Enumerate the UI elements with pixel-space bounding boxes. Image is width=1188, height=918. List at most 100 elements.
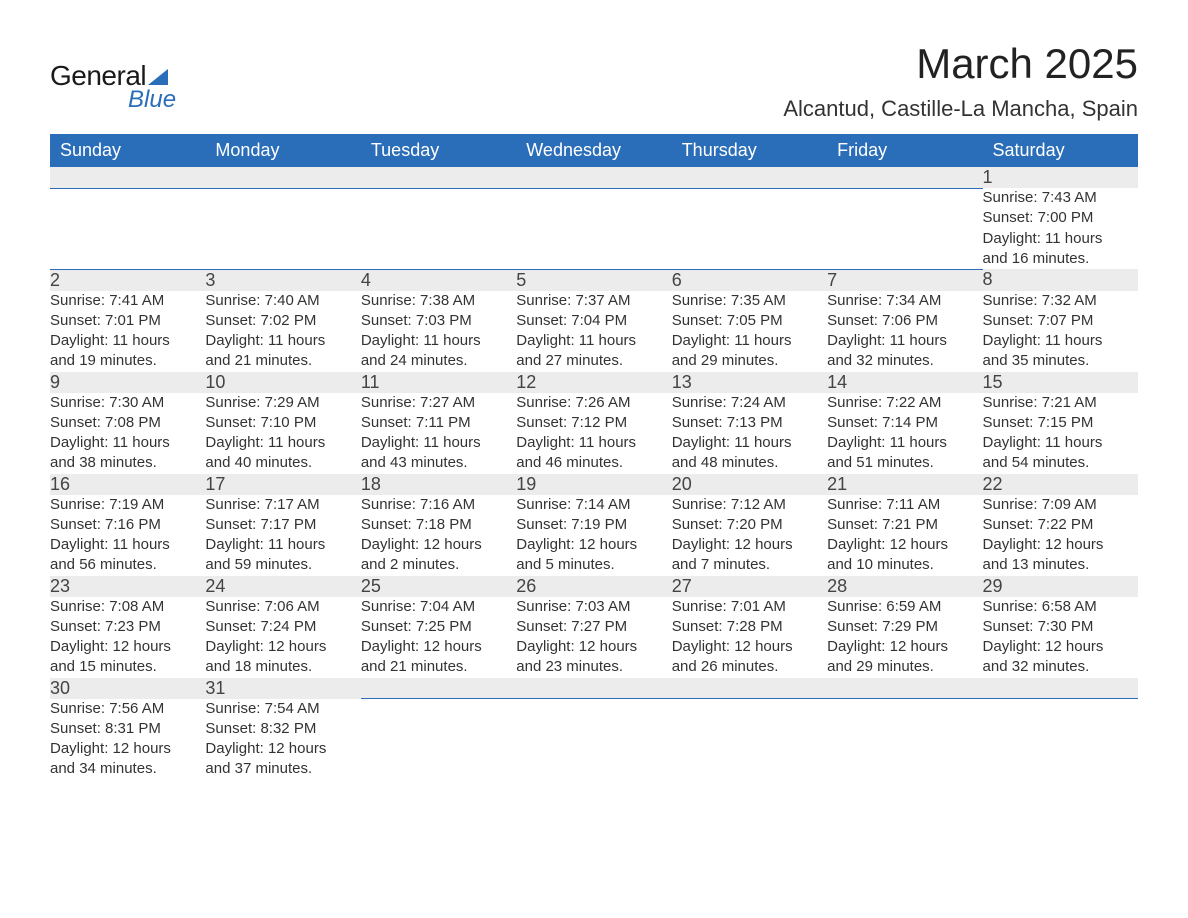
day-content-cell: Sunrise: 7:03 AMSunset: 7:27 PMDaylight:… (516, 597, 671, 678)
sunset-text: Sunset: 7:05 PM (672, 311, 827, 331)
day-content-row: Sunrise: 7:30 AMSunset: 7:08 PMDaylight:… (50, 393, 1138, 474)
daylight-text-line1: Daylight: 11 hours (983, 229, 1138, 249)
logo: General Blue (50, 40, 176, 114)
day-content-row: Sunrise: 7:19 AMSunset: 7:16 PMDaylight:… (50, 495, 1138, 576)
day-number-cell: 14 (827, 372, 982, 393)
sunset-text: Sunset: 7:27 PM (516, 617, 671, 637)
day-number-cell: 18 (361, 474, 516, 495)
day-number-cell: 26 (516, 576, 671, 597)
daylight-text-line2: and 37 minutes. (205, 759, 360, 779)
sunrise-text: Sunrise: 7:08 AM (50, 597, 205, 617)
day-content-cell: Sunrise: 7:29 AMSunset: 7:10 PMDaylight:… (205, 393, 360, 474)
day-content-cell: Sunrise: 7:40 AMSunset: 7:02 PMDaylight:… (205, 291, 360, 372)
sunrise-text: Sunrise: 7:09 AM (983, 495, 1138, 515)
day-number-cell: 20 (672, 474, 827, 495)
sunrise-text: Sunrise: 7:26 AM (516, 393, 671, 413)
title-block: March 2025 Alcantud, Castille-La Mancha,… (783, 40, 1138, 122)
day-content-cell (205, 188, 360, 269)
page-header: General Blue March 2025 Alcantud, Castil… (50, 40, 1138, 122)
day-content-cell: Sunrise: 7:26 AMSunset: 7:12 PMDaylight:… (516, 393, 671, 474)
day-content-cell (50, 188, 205, 269)
daylight-text-line1: Daylight: 12 hours (672, 535, 827, 555)
day-number-cell: 27 (672, 576, 827, 597)
daylight-text-line1: Daylight: 11 hours (983, 331, 1138, 351)
daylight-text-line2: and 32 minutes. (827, 351, 982, 371)
day-number-row: 3031 (50, 678, 1138, 699)
day-number-cell (361, 167, 516, 188)
sunrise-text: Sunrise: 7:04 AM (361, 597, 516, 617)
sunrise-text: Sunrise: 7:01 AM (672, 597, 827, 617)
day-content-cell: Sunrise: 7:56 AMSunset: 8:31 PMDaylight:… (50, 699, 205, 780)
day-number-cell: 5 (516, 269, 671, 291)
day-content-cell: Sunrise: 7:04 AMSunset: 7:25 PMDaylight:… (361, 597, 516, 678)
sunrise-text: Sunrise: 7:03 AM (516, 597, 671, 617)
sunset-text: Sunset: 7:17 PM (205, 515, 360, 535)
day-content-cell: Sunrise: 7:35 AMSunset: 7:05 PMDaylight:… (672, 291, 827, 372)
sunrise-text: Sunrise: 7:34 AM (827, 291, 982, 311)
calendar-table: Sunday Monday Tuesday Wednesday Thursday… (50, 134, 1138, 780)
daylight-text-line2: and 43 minutes. (361, 453, 516, 473)
day-number-cell: 11 (361, 372, 516, 393)
weekday-header: Thursday (672, 134, 827, 167)
day-number-cell: 15 (983, 372, 1138, 393)
day-content-cell: Sunrise: 7:38 AMSunset: 7:03 PMDaylight:… (361, 291, 516, 372)
sunrise-text: Sunrise: 7:14 AM (516, 495, 671, 515)
calendar-body: 1Sunrise: 7:43 AMSunset: 7:00 PMDaylight… (50, 167, 1138, 780)
day-number-cell (361, 678, 516, 699)
sunset-text: Sunset: 8:31 PM (50, 719, 205, 739)
daylight-text-line2: and 29 minutes. (827, 657, 982, 677)
day-content-row: Sunrise: 7:43 AMSunset: 7:00 PMDaylight:… (50, 188, 1138, 269)
daylight-text-line2: and 10 minutes. (827, 555, 982, 575)
day-number-cell: 30 (50, 678, 205, 699)
daylight-text-line1: Daylight: 11 hours (516, 331, 671, 351)
sunrise-text: Sunrise: 7:40 AM (205, 291, 360, 311)
day-number-cell: 21 (827, 474, 982, 495)
sunset-text: Sunset: 7:13 PM (672, 413, 827, 433)
weekday-header: Saturday (983, 134, 1138, 167)
day-content-cell: Sunrise: 7:08 AMSunset: 7:23 PMDaylight:… (50, 597, 205, 678)
daylight-text-line1: Daylight: 11 hours (827, 433, 982, 453)
sunrise-text: Sunrise: 7:41 AM (50, 291, 205, 311)
sunset-text: Sunset: 7:23 PM (50, 617, 205, 637)
sunrise-text: Sunrise: 7:11 AM (827, 495, 982, 515)
day-number-cell (672, 678, 827, 699)
day-content-cell: Sunrise: 7:30 AMSunset: 7:08 PMDaylight:… (50, 393, 205, 474)
day-content-cell: Sunrise: 7:37 AMSunset: 7:04 PMDaylight:… (516, 291, 671, 372)
day-content-cell: Sunrise: 7:43 AMSunset: 7:00 PMDaylight:… (983, 188, 1138, 269)
day-number-cell (827, 167, 982, 188)
day-content-cell: Sunrise: 7:22 AMSunset: 7:14 PMDaylight:… (827, 393, 982, 474)
daylight-text-line1: Daylight: 12 hours (672, 637, 827, 657)
sunrise-text: Sunrise: 7:29 AM (205, 393, 360, 413)
day-content-cell: Sunrise: 6:59 AMSunset: 7:29 PMDaylight:… (827, 597, 982, 678)
day-number-cell: 9 (50, 372, 205, 393)
day-number-row: 16171819202122 (50, 474, 1138, 495)
sunset-text: Sunset: 7:04 PM (516, 311, 671, 331)
daylight-text-line2: and 7 minutes. (672, 555, 827, 575)
daylight-text-line1: Daylight: 12 hours (205, 637, 360, 657)
daylight-text-line1: Daylight: 12 hours (50, 637, 205, 657)
sunrise-text: Sunrise: 7:21 AM (983, 393, 1138, 413)
day-number-cell: 4 (361, 269, 516, 291)
sunset-text: Sunset: 7:25 PM (361, 617, 516, 637)
daylight-text-line1: Daylight: 12 hours (827, 535, 982, 555)
daylight-text-line1: Daylight: 12 hours (361, 637, 516, 657)
day-content-cell: Sunrise: 6:58 AMSunset: 7:30 PMDaylight:… (983, 597, 1138, 678)
daylight-text-line2: and 51 minutes. (827, 453, 982, 473)
daylight-text-line1: Daylight: 12 hours (516, 637, 671, 657)
sunrise-text: Sunrise: 7:38 AM (361, 291, 516, 311)
daylight-text-line1: Daylight: 12 hours (827, 637, 982, 657)
sunrise-text: Sunrise: 7:56 AM (50, 699, 205, 719)
weekday-header: Tuesday (361, 134, 516, 167)
daylight-text-line2: and 24 minutes. (361, 351, 516, 371)
daylight-text-line2: and 23 minutes. (516, 657, 671, 677)
daylight-text-line2: and 18 minutes. (205, 657, 360, 677)
daylight-text-line2: and 19 minutes. (50, 351, 205, 371)
day-number-cell: 8 (983, 269, 1138, 291)
sunrise-text: Sunrise: 6:58 AM (983, 597, 1138, 617)
sunset-text: Sunset: 7:03 PM (361, 311, 516, 331)
day-content-cell (827, 699, 982, 780)
day-number-cell: 12 (516, 372, 671, 393)
daylight-text-line2: and 2 minutes. (361, 555, 516, 575)
day-content-cell (361, 188, 516, 269)
day-number-cell: 29 (983, 576, 1138, 597)
